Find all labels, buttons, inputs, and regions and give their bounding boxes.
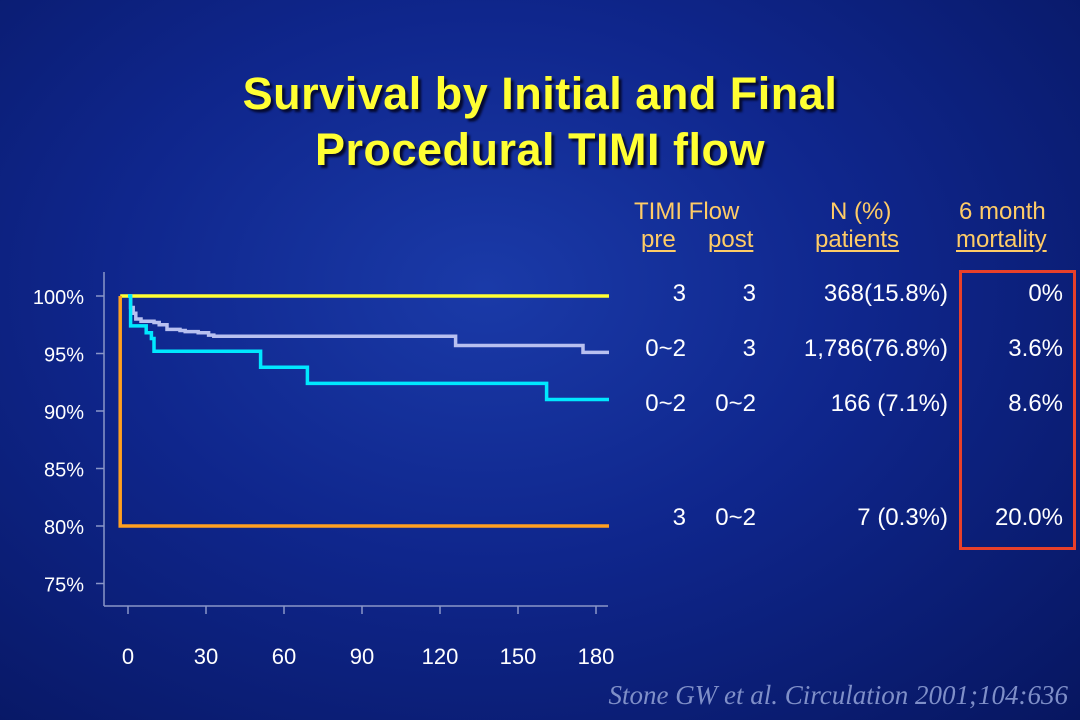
x-tick-label: 30 (194, 644, 218, 669)
row1-mortality: 0% (1028, 280, 1063, 307)
x-tick-label: 180 (578, 644, 615, 669)
orange-survival-line (118, 296, 609, 528)
row4-mortality: 20.0% (994, 504, 1063, 531)
x-tick-label: 90 (350, 644, 374, 669)
x-tick-label: 150 (500, 644, 537, 669)
row1-n: 368(15.8%) (823, 280, 948, 307)
row2-mortality: 3.6% (1008, 335, 1063, 362)
x-tick-label: 60 (272, 644, 296, 669)
y-tick-label: 100% (33, 287, 84, 309)
row3-pre: 0~2 (645, 390, 686, 417)
x-tick-label: 0 (122, 644, 134, 669)
row3-mortality: 8.6% (1008, 390, 1063, 417)
row1-pre: 3 (672, 280, 686, 307)
x-tick-label: 120 (422, 644, 459, 669)
row4-post: 0~2 (715, 504, 756, 531)
row1-post: 3 (742, 280, 756, 307)
header-n-pct: N (%) (830, 198, 892, 225)
y-tick-label: 80% (44, 517, 84, 539)
y-tick-label: 95% (44, 345, 84, 367)
mortality-highlight-box (959, 270, 1076, 550)
row4-pre: 3 (672, 504, 686, 531)
header-patients: patients (815, 226, 900, 253)
title-line-1: Survival by Initial and Final (242, 68, 838, 119)
row2-post: 3 (742, 335, 756, 362)
y-tick-label: 85% (44, 460, 84, 482)
row2-n: 1,786(76.8%) (803, 335, 948, 362)
header-post: post (708, 226, 754, 253)
y-tick-label: 75% (44, 575, 84, 597)
row3-post: 0~2 (715, 390, 756, 417)
survival-chart: 100% 95% 90% 85% 80% 75% 0 30 60 90 120 150 180 (33, 272, 615, 669)
header-six-month: 6 month (959, 198, 1046, 225)
cyan-survival-line (128, 294, 609, 402)
row2-pre: 0~2 (645, 335, 686, 362)
header-mortality: mortality (956, 226, 1047, 253)
header-pre: pre (641, 226, 676, 253)
header-timi-flow: TIMI Flow (634, 198, 740, 225)
slide-title: Survival by Initial and Final Procedural… (0, 66, 1080, 178)
y-tick-label: 90% (44, 402, 84, 424)
title-line-2: Procedural TIMI flow (314, 124, 766, 175)
row3-n: 166 (7.1%) (830, 390, 948, 417)
citation: Stone GW et al. Circulation 2001;104:636 (608, 680, 1068, 710)
lavender-survival-line (128, 294, 609, 355)
row4-n: 7 (0.3%) (857, 504, 948, 531)
